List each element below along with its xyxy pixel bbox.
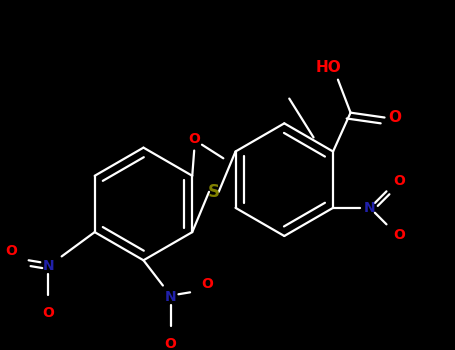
Text: O: O bbox=[5, 244, 17, 258]
Text: O: O bbox=[42, 306, 54, 320]
Text: O: O bbox=[188, 132, 200, 146]
Text: N: N bbox=[364, 201, 376, 215]
Text: N: N bbox=[165, 290, 177, 304]
Text: N: N bbox=[42, 259, 54, 273]
Text: O: O bbox=[388, 110, 401, 125]
Text: O: O bbox=[165, 337, 177, 350]
Text: S: S bbox=[208, 183, 220, 201]
Text: O: O bbox=[393, 174, 405, 188]
Text: HO: HO bbox=[315, 60, 341, 75]
Text: O: O bbox=[202, 276, 213, 290]
Text: O: O bbox=[393, 228, 405, 242]
